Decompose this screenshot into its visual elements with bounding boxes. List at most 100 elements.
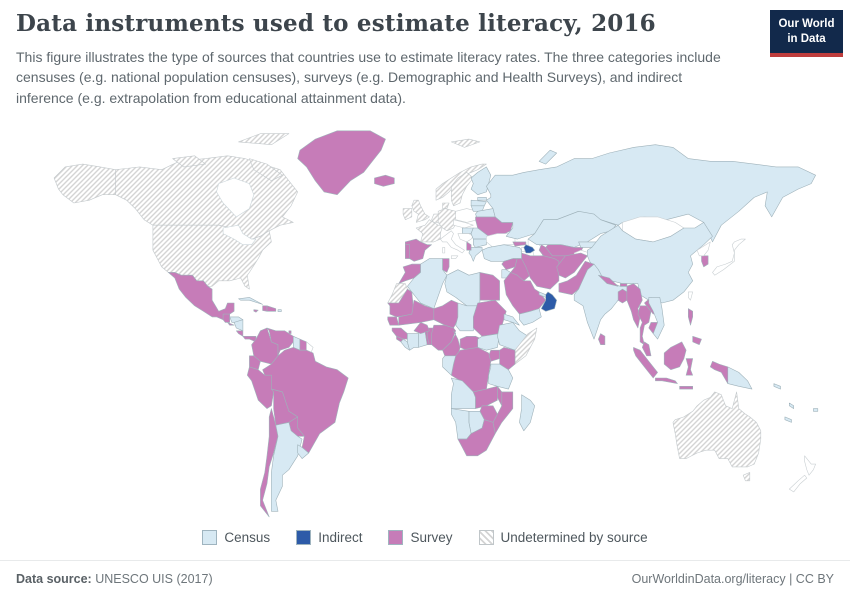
country-greenland[interactable]: [297, 130, 386, 195]
country-kenya[interactable]: [499, 347, 516, 370]
country-guinea[interactable]: [391, 327, 408, 340]
country-trinidad[interactable]: [288, 330, 292, 334]
country-tunisia[interactable]: [442, 258, 450, 273]
country-cuba[interactable]: [238, 297, 263, 305]
country-iceland[interactable]: [374, 174, 395, 187]
country-new-caledonia[interactable]: [784, 416, 792, 423]
country-balkans[interactable]: [457, 233, 474, 243]
country-egypt[interactable]: [479, 272, 500, 301]
country-senegal[interactable]: [387, 316, 400, 326]
country-afghanistan[interactable]: [556, 252, 588, 279]
country-vietnam[interactable]: [648, 297, 665, 340]
country-costa-rica[interactable]: [236, 330, 244, 337]
country-guatemala[interactable]: [222, 313, 230, 323]
country-greece[interactable]: [468, 247, 483, 262]
country-sumatra[interactable]: [633, 347, 658, 379]
country-alaska[interactable]: [53, 163, 116, 204]
country-chad[interactable]: [455, 302, 479, 332]
country-myanmar[interactable]: [626, 283, 643, 329]
country-sri-lanka[interactable]: [598, 333, 606, 345]
country-libya[interactable]: [444, 269, 481, 307]
country-latvia[interactable]: [470, 199, 487, 207]
country-ireland[interactable]: [402, 208, 413, 220]
country-iran[interactable]: [521, 252, 560, 290]
country-czechia[interactable]: [453, 219, 474, 229]
country-germany[interactable]: [437, 208, 459, 232]
country-new-zealand-north[interactable]: [804, 455, 816, 476]
country-russia[interactable]: [486, 144, 816, 243]
country-canada[interactable]: [115, 155, 299, 245]
country-lesser-sunda[interactable]: [679, 385, 694, 390]
country-west-papua[interactable]: [709, 361, 729, 384]
country-novaya-zemlya[interactable]: [538, 149, 558, 165]
country-papua-new-guinea[interactable]: [727, 366, 753, 390]
country-south-sudan[interactable]: [477, 333, 500, 351]
country-south-africa[interactable]: [457, 419, 496, 457]
country-haiti[interactable]: [262, 305, 268, 312]
country-denmark[interactable]: [442, 202, 450, 209]
country-panama[interactable]: [242, 336, 257, 343]
country-albania[interactable]: [466, 241, 472, 251]
country-ellesmere-island[interactable]: [238, 133, 290, 146]
country-new-zealand-south[interactable]: [788, 474, 808, 493]
legend-item-census[interactable]: Census: [202, 530, 270, 545]
country-vanuatu[interactable]: [788, 402, 795, 409]
country-uruguay[interactable]: [297, 444, 310, 459]
country-ecuador[interactable]: [249, 355, 261, 370]
country-japan[interactable]: [712, 238, 746, 276]
country-cote-d-ivoire[interactable]: [407, 333, 419, 351]
country-bangladesh[interactable]: [617, 288, 628, 304]
country-tasmania[interactable]: [742, 472, 751, 482]
country-nepal[interactable]: [598, 274, 619, 287]
country-estonia[interactable]: [477, 197, 487, 201]
footer-link[interactable]: OurWorldinData.org/literacy | CC BY: [631, 572, 834, 586]
country-java[interactable]: [655, 377, 678, 384]
country-south-korea[interactable]: [701, 255, 709, 268]
country-bhutan[interactable]: [619, 283, 628, 287]
country-georgia[interactable]: [512, 241, 527, 247]
country-tanzania[interactable]: [488, 363, 514, 390]
country-australia[interactable]: [672, 391, 762, 468]
world-map[interactable]: [30, 128, 820, 528]
legend-item-undetermined[interactable]: Undetermined by source: [478, 530, 648, 545]
country-north-korea[interactable]: [696, 241, 711, 257]
country-namibia[interactable]: [450, 408, 472, 440]
country-peru[interactable]: [247, 366, 274, 409]
legend-item-indirect[interactable]: Indirect: [296, 530, 362, 545]
country-italy[interactable]: [440, 230, 465, 254]
country-gabon-and-congo[interactable]: [442, 355, 457, 376]
country-solomon-islands[interactable]: [773, 383, 781, 390]
country-niger[interactable]: [433, 299, 459, 329]
owid-logo[interactable]: Our World in Data: [770, 10, 843, 57]
legend-item-survey[interactable]: Survey: [388, 530, 453, 545]
country-luzon[interactable]: [687, 308, 694, 326]
country-fiji[interactable]: [813, 408, 819, 412]
country-taiwan[interactable]: [687, 291, 694, 301]
country-mexico[interactable]: [168, 272, 235, 320]
country-burkina-faso[interactable]: [413, 322, 430, 334]
country-yemen[interactable]: [519, 308, 542, 326]
country-france[interactable]: [415, 219, 443, 243]
country-jamaica[interactable]: [253, 309, 259, 313]
country-malaysia[interactable]: [641, 341, 652, 357]
country-bulgaria[interactable]: [472, 238, 487, 248]
country-eritrea[interactable]: [503, 313, 520, 326]
country-dominican-republic[interactable]: [266, 305, 277, 312]
country-sweden[interactable]: [450, 172, 474, 207]
country-thailand[interactable]: [637, 305, 652, 345]
country-sardinia[interactable]: [442, 247, 446, 254]
country-argentina[interactable]: [271, 422, 303, 512]
country-zambia[interactable]: [472, 385, 498, 409]
country-svalbard[interactable]: [450, 138, 481, 148]
country-victoria-island[interactable]: [172, 155, 206, 168]
country-mindanao[interactable]: [692, 336, 702, 345]
country-pakistan[interactable]: [558, 261, 595, 295]
country-suriname[interactable]: [299, 338, 307, 351]
country-united-kingdom[interactable]: [411, 199, 430, 223]
country-el-salvador[interactable]: [227, 322, 235, 326]
country-azerbaijan[interactable]: [523, 244, 536, 254]
country-malawi[interactable]: [497, 385, 503, 407]
country-united-arab-emirates[interactable]: [538, 291, 547, 298]
country-portugal[interactable]: [404, 244, 410, 259]
country-sulawesi[interactable]: [685, 358, 694, 376]
